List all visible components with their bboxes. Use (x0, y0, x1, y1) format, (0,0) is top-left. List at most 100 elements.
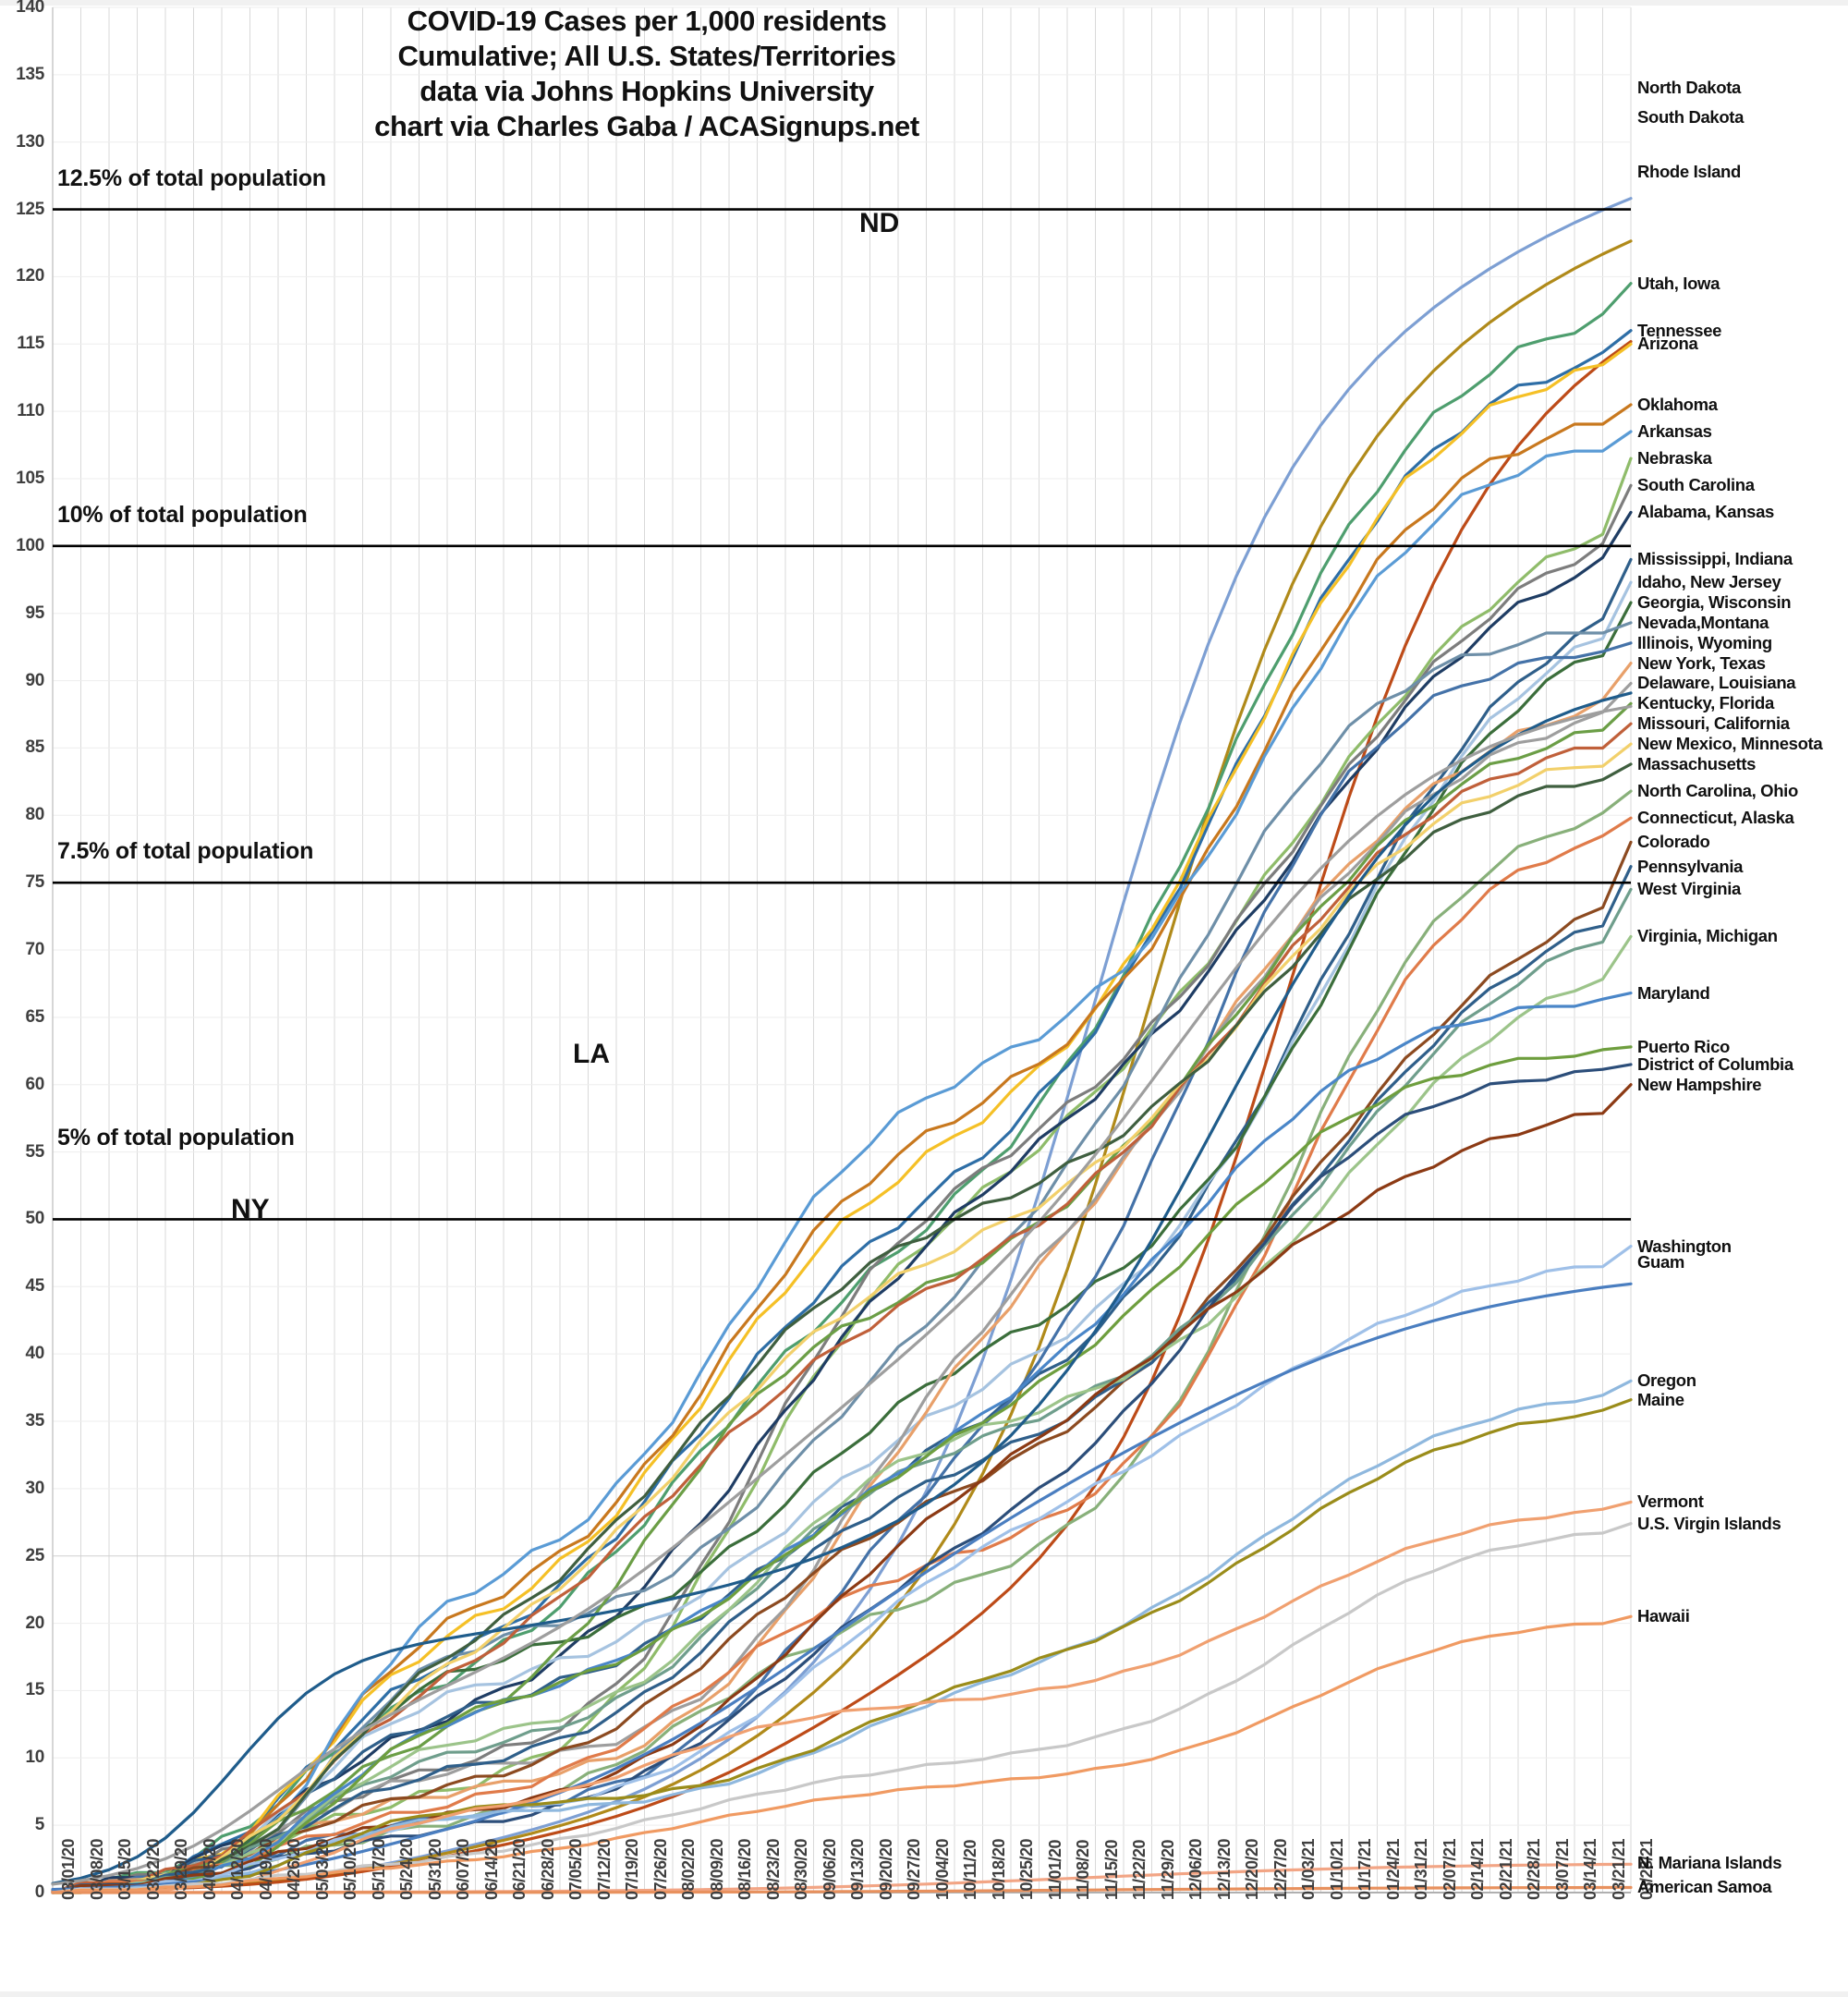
series-line (51, 1614, 1633, 1894)
series-line (51, 1282, 1633, 1892)
y-axis-tick-label: 25 (25, 1545, 44, 1565)
series-label: Missouri, California (1637, 713, 1790, 734)
threshold-label: 5% of total population (57, 1125, 295, 1151)
x-axis-tick-label: 04/19/20 (256, 1838, 275, 1900)
x-axis-tick-label: 02/28/21 (1525, 1838, 1543, 1900)
x-axis-tick-label: 01/17/21 (1356, 1838, 1374, 1900)
x-axis-tick-label: 09/27/20 (905, 1838, 923, 1900)
x-axis-tick-label: 12/13/20 (1214, 1838, 1234, 1900)
x-axis-tick-label: 05/24/20 (397, 1838, 416, 1900)
y-axis-tick-label: 115 (17, 334, 44, 354)
y-axis-tick-label: 80 (25, 805, 44, 825)
series-label: Idaho, New Jersey (1637, 572, 1781, 592)
y-axis-tick-label: 120 (16, 266, 44, 286)
series-line (51, 430, 1633, 1894)
x-axis-tick-label: 10/11/20 (961, 1839, 979, 1900)
x-axis-tick-label: 08/16/20 (736, 1838, 754, 1900)
title-line-2: Cumulative; All U.S. States/Territories (397, 40, 896, 73)
x-axis-tick-label: 07/26/20 (650, 1838, 670, 1900)
y-axis-tick-label: 10 (25, 1747, 44, 1768)
y-axis-tick-label: 135 (16, 64, 44, 84)
y-axis-tick-label: 100 (16, 535, 44, 555)
x-axis-tick-label: 11/22/20 (1130, 1839, 1149, 1900)
y-axis-tick-label: 45 (25, 1276, 44, 1297)
x-axis-tick-label: 04/12/20 (228, 1838, 247, 1900)
x-axis-tick-label: 03/14/21 (1581, 1838, 1599, 1900)
series-label: Maryland (1637, 982, 1710, 1003)
series-label: Arizona (1637, 334, 1698, 354)
x-axis-tick-label: 09/20/20 (876, 1838, 895, 1900)
x-axis-tick-label: 03/15/20 (116, 1838, 134, 1900)
x-axis-tick-label: 11/01/20 (1045, 1839, 1064, 1900)
series-label: Arkansas (1637, 421, 1712, 441)
y-axis-tick-label: 15 (25, 1680, 44, 1700)
series-label: Oregon (1637, 1370, 1696, 1391)
y-axis-tick-label: 85 (25, 737, 44, 758)
y-axis-tick-label: 60 (25, 1074, 44, 1094)
series-label: Rhode Island (1637, 161, 1741, 181)
series-label: Alabama, Kansas (1637, 502, 1774, 522)
y-axis-tick-label: 55 (25, 1141, 44, 1162)
series-line (51, 557, 1633, 1894)
x-axis-tick-label: 03/01/20 (59, 1838, 78, 1900)
x-axis-tick-label: 03/08/20 (87, 1838, 106, 1900)
y-axis-tick-label: 35 (25, 1411, 44, 1431)
series-line (51, 1063, 1633, 1894)
series-line (51, 992, 1633, 1894)
series-label: Massachusetts (1637, 753, 1757, 773)
series-line (51, 1045, 1633, 1894)
x-axis-tick-label: 07/05/20 (566, 1838, 585, 1900)
series-label: Mississippi, Indiana (1637, 549, 1793, 569)
x-axis-tick-label: 03/29/20 (172, 1838, 190, 1900)
series-label: American Samoa (1637, 1877, 1772, 1897)
series-line (51, 641, 1633, 1894)
chart-title: COVID-19 Cases per 1,000 residents Cumul… (342, 4, 952, 145)
x-axis-tick-label: 04/26/20 (285, 1838, 303, 1900)
y-axis-tick-label: 70 (25, 940, 44, 959)
y-axis-tick-label: 90 (25, 670, 44, 690)
x-axis-tick-label: 05/31/20 (425, 1838, 444, 1900)
x-axis-tick-label: 08/30/20 (792, 1838, 810, 1900)
series-line (51, 691, 1633, 1885)
threshold-label: 7.5% of total population (57, 838, 314, 865)
series-label: West Virginia (1637, 879, 1741, 899)
x-axis-tick-label: 03/07/21 (1552, 1838, 1572, 1900)
title-line-3: data via Johns Hopkins University (419, 75, 874, 108)
x-axis-tick-label: 02/07/21 (1440, 1838, 1459, 1900)
x-axis-tick-label: 04/05/20 (200, 1838, 219, 1900)
y-axis-tick-label: 0 (34, 1882, 45, 1902)
x-axis-tick-label: 05/17/20 (369, 1838, 388, 1900)
x-axis-tick-label: 01/03/21 (1299, 1838, 1318, 1900)
series-label: Maine (1637, 1389, 1684, 1409)
y-axis-tick-label: 95 (25, 603, 44, 623)
x-axis-tick-label: 09/06/20 (820, 1838, 839, 1900)
series-label: South Carolina (1637, 475, 1755, 495)
x-axis-tick-label: 07/12/20 (594, 1838, 614, 1900)
series-label: Tennessee (1637, 320, 1722, 340)
series-line (51, 1885, 1633, 1894)
x-axis-tick-label: 08/02/20 (679, 1838, 698, 1900)
series-label: Virginia, Michigan (1637, 926, 1778, 946)
series-line (51, 1083, 1633, 1894)
series-label: Illinois, Wyoming (1637, 632, 1772, 652)
x-axis-tick-label: 03/22/20 (143, 1838, 163, 1900)
series-label: Guam (1637, 1252, 1685, 1272)
series-label: Delaware, Louisiana (1637, 673, 1796, 693)
y-axis-tick-label: 50 (25, 1209, 44, 1229)
x-axis-tick-label: 11/08/20 (1074, 1839, 1092, 1900)
x-axis-tick-label: 01/24/21 (1383, 1838, 1403, 1900)
series-label: New Mexico, Minnesota (1637, 734, 1823, 754)
series-line (51, 762, 1633, 1894)
threshold-label: 12.5% of total population (57, 164, 326, 191)
series-label: U.S. Virgin Islands (1637, 1513, 1781, 1533)
x-axis-tick-label: 02/21/21 (1496, 1838, 1515, 1900)
inplot-annotation: NY (231, 1194, 270, 1224)
series-line (51, 865, 1633, 1894)
series-line (51, 1398, 1633, 1894)
series-line (51, 1500, 1633, 1894)
y-axis-tick-label: 105 (16, 469, 44, 488)
series-label: North Carolina, Ohio (1637, 781, 1798, 801)
series-line (51, 701, 1633, 1894)
series-label: Utah, Iowa (1637, 273, 1720, 293)
